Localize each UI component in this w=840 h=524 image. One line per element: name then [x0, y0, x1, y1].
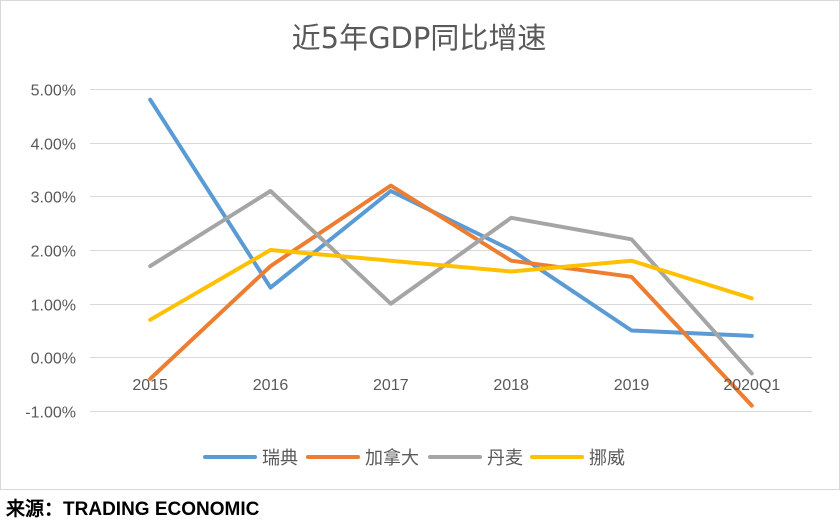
- x-tick-label: 2015: [132, 377, 168, 394]
- series-lines: [148, 97, 754, 408]
- legend: 瑞典 加拿大 丹麦 挪威: [203, 447, 625, 469]
- x-tick-label: 2016: [253, 377, 289, 394]
- source-value: TRADING ECONOMIC: [63, 499, 260, 520]
- chart-frame: [0, 0, 840, 490]
- legend-label: 丹麦: [487, 448, 523, 469]
- x-tick-label: 2020Q1: [723, 377, 780, 394]
- y-tick-label: 0.00%: [31, 351, 76, 368]
- x-axis-ticks: 2015 2016 2017 2018 2019 2020Q1: [132, 377, 780, 394]
- line-chart: 近5年GDP同比增速 5.00% 4.00% 3.00% 2.00% 1.00% 0.00…: [25, 21, 812, 469]
- legend-label: 加拿大: [365, 447, 419, 469]
- source-label: 来源：: [6, 499, 64, 520]
- y-tick-label: 5.00%: [31, 83, 76, 100]
- y-tick-label: 1.00%: [31, 298, 76, 315]
- source-note: 来源：TRADING ECONOMIC: [6, 494, 259, 521]
- y-tick-label: 4.00%: [31, 137, 76, 154]
- x-tick-label: 2017: [373, 377, 409, 394]
- series-line-4: [148, 248, 754, 322]
- chart-title: 近5年GDP同比增速: [292, 21, 547, 55]
- y-tick-label: 3.00%: [31, 190, 76, 207]
- legend-label: 挪威: [589, 448, 625, 469]
- series-line-1: [148, 97, 754, 338]
- series-line-3: [148, 189, 754, 376]
- y-tick-label: 2.00%: [31, 244, 76, 261]
- gridlines: [90, 89, 812, 412]
- x-tick-label: 2019: [614, 377, 650, 394]
- y-axis-ticks: 5.00% 4.00% 3.00% 2.00% 1.00% 0.00% -1.00%: [25, 83, 76, 422]
- series-line-2: [148, 183, 754, 408]
- x-tick-label: 2018: [493, 377, 529, 394]
- legend-label: 瑞典: [262, 448, 298, 469]
- y-tick-label: -1.00%: [25, 405, 76, 422]
